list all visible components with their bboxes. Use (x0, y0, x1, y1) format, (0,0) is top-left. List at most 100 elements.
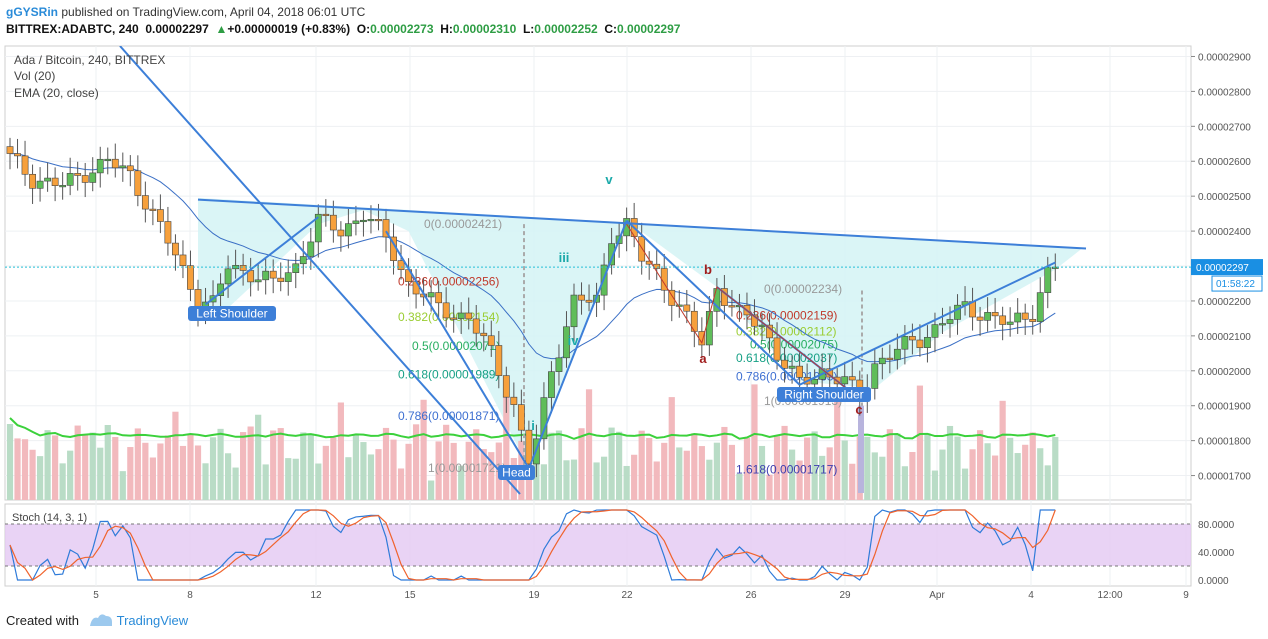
volume-bar (555, 430, 563, 500)
y-tick-label: 0.00002400 (1198, 227, 1251, 238)
stoch-band (5, 524, 1191, 566)
volume-bar (255, 414, 262, 500)
candle-body (6, 146, 14, 154)
candle-body (578, 294, 585, 301)
volume-bar (360, 442, 367, 500)
fib2-level-label: 0(0.00002234) (764, 282, 842, 296)
volume-bar (721, 426, 728, 500)
open-value: 0.00002273 (370, 22, 434, 36)
candle-body (751, 314, 758, 327)
head-down-line (385, 230, 530, 470)
stoch-legend: Stoch (14, 3, 1) (12, 512, 87, 524)
candle-body (292, 263, 300, 273)
volume-bar (781, 425, 788, 500)
volume-bar (946, 425, 954, 500)
candle-body (585, 299, 593, 303)
volume-bar (292, 458, 299, 500)
volume-bar (728, 444, 736, 500)
candle-body (796, 365, 803, 378)
volume-bar (999, 400, 1006, 500)
author-name[interactable]: gGYSRin (6, 5, 59, 19)
y-tick-label: 0.00002200 (1198, 297, 1251, 308)
volume-bar (961, 468, 969, 500)
volume-bar (691, 433, 698, 500)
volume-bar (871, 452, 878, 500)
volume-bar (21, 439, 29, 500)
price-chart[interactable]: 0(0.00002421)0.236(0.00002256)0.382(0.00… (0, 42, 1268, 608)
volume-bar (232, 467, 239, 500)
price-axis[interactable]: 0.00002900 0.00002800 0.00002700 0.00002600… (1191, 52, 1263, 587)
time-axis[interactable]: 5 8 12 15 19 22 26 29 Apr 4 12:00 9 (93, 590, 1189, 601)
candle-body (976, 316, 984, 321)
candle-body (21, 155, 29, 175)
candle-body (164, 221, 172, 244)
candle-body (548, 371, 555, 398)
volume-bar (1007, 437, 1014, 500)
candle-body (89, 172, 97, 183)
candle-body (984, 312, 991, 321)
candle-body (457, 312, 465, 319)
fib2-ext-bar (858, 405, 864, 494)
candle-body (360, 219, 367, 223)
volume-bar (924, 433, 931, 500)
candle-body (224, 268, 232, 285)
volume-bar (247, 426, 254, 500)
candle-body (66, 173, 74, 186)
x-tick-label: 8 (187, 590, 193, 601)
y-tick-label: 0.00002600 (1198, 157, 1251, 168)
volume-bar (886, 429, 893, 500)
volume-bar (315, 463, 322, 500)
fib2-level-label: 0.236(0.00002159) (736, 308, 837, 322)
x-tick-label: 4 (1028, 590, 1034, 601)
volume-bar (300, 432, 307, 500)
volume-bar (608, 427, 615, 500)
volume-bar (52, 435, 59, 500)
volume-bar (59, 463, 66, 500)
volume-bar (1014, 453, 1021, 500)
volume-bar (97, 447, 104, 500)
volume-bar (879, 456, 886, 500)
y-tick-label: 0.00001900 (1198, 402, 1251, 413)
x-tick-label: 19 (528, 590, 540, 601)
wave-c-label: c (855, 402, 862, 417)
candle-body (893, 348, 901, 360)
candle-body (299, 256, 307, 265)
candle-body (728, 305, 736, 308)
volume-bar (623, 465, 630, 500)
candle-body (608, 243, 615, 266)
candle-body (916, 339, 924, 348)
volume-bar (593, 462, 600, 500)
candle-body (638, 236, 646, 262)
volume-bar (412, 424, 420, 500)
volume-bars (6, 384, 1059, 500)
candle-body (758, 324, 766, 327)
y-tick-label: 0.00002900 (1198, 52, 1251, 63)
candle-body (329, 214, 337, 231)
x-tick-label: 12 (310, 590, 322, 601)
volume-bar (375, 449, 382, 500)
created-with-text: Created with (6, 613, 79, 628)
right-shoulder-label-bg (777, 387, 871, 402)
x-tick-label: 22 (621, 590, 633, 601)
candle-body (465, 312, 473, 320)
candle-body (1006, 321, 1014, 325)
right-up-line (799, 261, 1056, 386)
candle-body (29, 173, 36, 189)
volume-bar (480, 449, 487, 500)
volume-bar (834, 401, 841, 500)
volume-bar (976, 430, 984, 500)
stoch-indicator (5, 509, 1191, 581)
candle-body (36, 180, 44, 189)
volume-bar (149, 457, 156, 500)
legend-ema: EMA (20, close) (14, 86, 99, 100)
volume-bar (74, 425, 81, 500)
candle-body (781, 359, 788, 369)
candle-body (322, 213, 330, 217)
volume-bar (916, 385, 924, 500)
candle-body (96, 158, 104, 174)
countdown-tag (1211, 275, 1263, 292)
candle-body (111, 158, 119, 169)
tradingview-brand[interactable]: TradingView (116, 613, 189, 628)
volume-bar (337, 402, 344, 500)
volume-bar (36, 456, 44, 500)
